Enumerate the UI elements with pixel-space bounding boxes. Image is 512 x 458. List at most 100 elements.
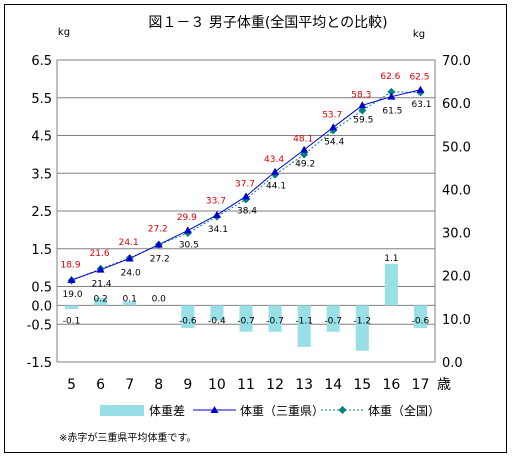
right-tick-label: 10.0 xyxy=(442,313,471,328)
bar xyxy=(413,305,428,329)
bar xyxy=(239,305,253,332)
bar-value-label: -0.7 xyxy=(237,316,255,326)
mie-marker xyxy=(387,92,396,100)
bar xyxy=(181,305,195,329)
left-tick-label: 5.5 xyxy=(31,92,52,107)
national-value-label: 37.7 xyxy=(235,179,255,189)
bar xyxy=(355,305,369,351)
mie-marker xyxy=(67,276,76,284)
bar-value-label: -0.4 xyxy=(208,316,226,326)
left-tick-label: 0.5 xyxy=(31,281,52,296)
legend-mie-marker xyxy=(210,406,219,413)
left-tick-label: 6.5 xyxy=(31,54,52,69)
mie-marker xyxy=(242,192,250,200)
right-tick-label: 0.0 xyxy=(442,356,463,371)
legend-bar-label: 体重差 xyxy=(149,404,185,418)
national-value-label: 21.6 xyxy=(90,249,110,259)
mie-marker xyxy=(300,145,309,153)
x-tick-label: 12 xyxy=(266,377,284,393)
mie-marker xyxy=(125,254,134,262)
x-tick-label: 14 xyxy=(324,377,342,393)
x-tick-label: 10 xyxy=(208,377,226,393)
mie-value-label: 24.0 xyxy=(121,268,141,278)
bar-value-label: -0.7 xyxy=(266,316,284,326)
x-tick-label: 7 xyxy=(125,377,134,393)
national-value-label: 53.7 xyxy=(322,110,342,120)
mie-value-label: 19.0 xyxy=(63,290,83,300)
right-tick-label: 40.0 xyxy=(442,183,471,198)
national-marker xyxy=(387,87,396,96)
left-tick-label: -1.5 xyxy=(27,356,52,371)
national-value-label: 43.4 xyxy=(264,155,284,165)
national-value-label: 29.9 xyxy=(177,213,197,223)
x-axis-unit: 歳 xyxy=(437,377,451,393)
x-tick-label: 8 xyxy=(154,377,163,393)
mie-value-label: 38.4 xyxy=(237,206,257,216)
axes: 6.55.54.53.52.51.50.50.0-0.5-1.570.060.0… xyxy=(27,54,471,393)
x-tick-label: 9 xyxy=(183,377,192,393)
x-tick-label: 17 xyxy=(412,377,430,393)
national-value-label: 18.9 xyxy=(61,260,81,270)
mie-value-label: 49.2 xyxy=(295,160,315,170)
bar xyxy=(297,305,311,347)
footnote: ※赤字が三重県平均体重です。 xyxy=(59,431,196,444)
legend-mie-label: 体重（三重県） xyxy=(240,404,324,418)
national-value-label: 33.7 xyxy=(206,197,226,207)
right-axis-unit: kg xyxy=(413,29,425,40)
mie-value-label: 61.5 xyxy=(382,107,402,117)
chart-title: 図１－３ 男子体重(全国平均との比較) xyxy=(148,14,387,31)
bar-value-label: 0.2 xyxy=(93,294,107,304)
mie-marker xyxy=(271,167,280,175)
bar-value-label: 0.0 xyxy=(152,294,167,304)
mie-value-label: 30.5 xyxy=(179,240,199,250)
bar-value-label: -0.6 xyxy=(412,316,430,326)
bar xyxy=(94,297,108,306)
bar-labels: -0.1 0.2 0.1 0.0 -0.6 -0.4 -0.7 -0.7 -1.1 -0.7 -1.… xyxy=(63,254,430,327)
mie-marker xyxy=(329,123,338,131)
mie-value-label: 54.4 xyxy=(324,137,344,147)
bar-value-label: -1.2 xyxy=(354,316,372,326)
mie-marker xyxy=(358,101,367,109)
bar xyxy=(64,305,79,310)
national-value-label: 58.3 xyxy=(351,90,371,100)
national-value-label: 27.2 xyxy=(148,225,168,235)
line-series xyxy=(67,85,425,285)
x-tick-label: 6 xyxy=(96,377,105,393)
x-tick-label: 15 xyxy=(353,377,371,393)
x-tick-label: 5 xyxy=(67,377,76,393)
legend-bar-swatch xyxy=(100,405,144,416)
national-value-label: 62.6 xyxy=(380,72,400,82)
right-tick-label: 50.0 xyxy=(442,140,471,155)
mie-value-label: 59.5 xyxy=(353,115,373,125)
left-axis-unit: kg xyxy=(58,27,70,38)
mie-marker xyxy=(416,85,425,93)
bar xyxy=(268,305,282,332)
mie-value-label: 63.1 xyxy=(411,100,431,110)
mie-marker xyxy=(96,265,105,273)
bar-value-label: -0.6 xyxy=(179,316,197,326)
x-tick-label: 13 xyxy=(295,377,313,393)
mie-marker xyxy=(154,240,163,248)
national-value-label: 24.1 xyxy=(119,238,139,248)
mie-value-label: 21.4 xyxy=(92,280,112,290)
mie-marker xyxy=(212,210,221,218)
bar-series xyxy=(64,263,428,351)
x-tick-label: 16 xyxy=(382,377,400,393)
left-tick-label: 2.5 xyxy=(31,205,52,220)
left-tick-label: 1.5 xyxy=(31,243,52,258)
national-value-label: 48.1 xyxy=(293,134,313,144)
bar xyxy=(210,305,224,321)
mie-value-label: 27.2 xyxy=(150,255,170,265)
bar-value-label: -0.1 xyxy=(63,316,81,326)
legend-national-label: 体重（全国） xyxy=(368,403,440,418)
right-tick-label: 60.0 xyxy=(442,97,471,112)
bar-value-label: 1.1 xyxy=(384,254,398,264)
legend: 体重差 体重（三重県） 体重（全国） xyxy=(100,403,440,418)
bar xyxy=(326,305,340,332)
national-marker xyxy=(358,106,367,115)
bar-value-label: -0.7 xyxy=(324,316,342,326)
right-tick-label: 30.0 xyxy=(442,227,471,242)
national-value-label: 62.5 xyxy=(409,72,429,82)
left-tick-label: 4.5 xyxy=(31,130,52,145)
